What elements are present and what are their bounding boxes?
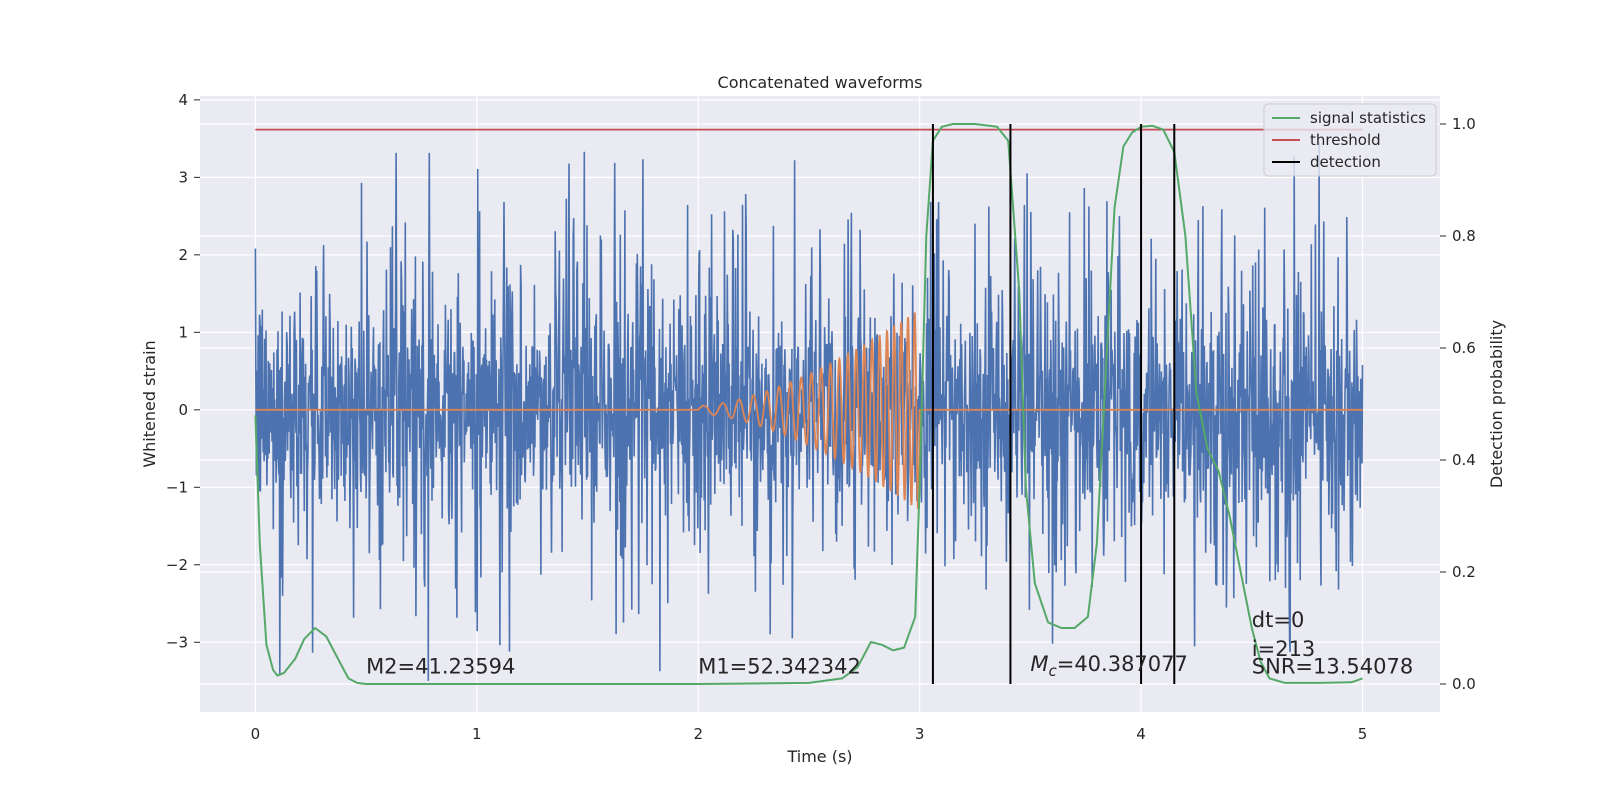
legend: signal statistics threshold detection (1263, 103, 1437, 177)
series-waveform-line (255, 312, 1363, 510)
x-tick-label: 2 (693, 725, 703, 743)
annotation-text: M1=52.342342 (698, 654, 861, 678)
x-tick-label: 4 (1136, 725, 1146, 743)
x-tick-label: 1 (472, 725, 482, 743)
y-right-tick-label: 0.0 (1452, 675, 1476, 693)
y-tick-label: −1 (166, 478, 188, 496)
ticks: 0 1 2 3 4 5 −3 −2 −1 0 1 2 3 4 0.0 0.2 0.4 0.6 0.8 1.0 (166, 91, 1476, 743)
x-axis-label: Time (s) (786, 747, 852, 766)
y-tick-label: 3 (178, 168, 188, 186)
plot-series (254, 123, 1364, 685)
x-tick-label: 3 (915, 725, 925, 743)
y-tick-label: −3 (166, 633, 188, 651)
signal-statistics-line (254, 123, 1363, 685)
y-right-tick-label: 0.6 (1452, 339, 1476, 357)
annotation-text: Mc=40.387077 (1030, 652, 1188, 680)
y-right-tick-label: 0.2 (1452, 563, 1476, 581)
chart-title: Concatenated waveforms (718, 73, 923, 92)
annotation-text: M2=41.23594 (366, 654, 515, 678)
series-noise-line (254, 141, 1364, 681)
annotations: M2=41.23594 M1=52.342342 Mc=40.387077 dt=0 i… (366, 608, 1413, 680)
y-right-tick-label: 1.0 (1452, 115, 1476, 133)
legend-label: detection (1310, 153, 1381, 171)
y-tick-label: −2 (166, 556, 188, 574)
legend-label: threshold (1310, 131, 1381, 149)
y-tick-label: 1 (178, 323, 188, 341)
annotation-text: dt=0 (1252, 608, 1305, 632)
x-tick-label: 0 (251, 725, 261, 743)
annotation-text: SNR=13.54078 (1252, 654, 1413, 678)
y-tick-label: 0 (178, 401, 188, 419)
y-tick-label: 4 (178, 91, 188, 109)
y-axis-label: Whitened strain (140, 340, 159, 467)
legend-box (1263, 103, 1437, 177)
y-axis-right-label: Detection probability (1487, 320, 1506, 488)
y-right-tick-label: 0.4 (1452, 451, 1476, 469)
x-tick-label: 5 (1358, 725, 1368, 743)
legend-label: signal statistics (1310, 109, 1426, 127)
y-tick-label: 2 (178, 246, 188, 264)
annotation-text: i=213 (1252, 637, 1316, 661)
y-right-tick-label: 0.8 (1452, 227, 1476, 245)
